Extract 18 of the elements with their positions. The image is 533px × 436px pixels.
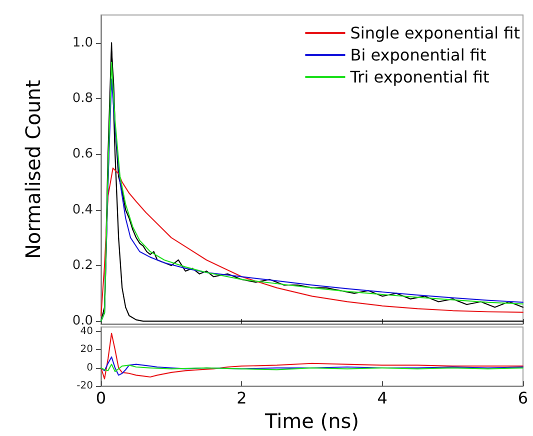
x-tick-label: 2 (236, 388, 247, 408)
y-tick-label: 40 (80, 326, 93, 338)
y-tick-label: 0.8 (72, 91, 93, 106)
y-axis-title: Normalised Count (21, 80, 45, 260)
legend-label: Single exponential fit (350, 24, 520, 42)
x-tick-label: 0 (96, 388, 106, 408)
y-tick-label: 0.6 (72, 146, 93, 162)
y-tick-label: 0 (86, 362, 93, 374)
x-axis-title: Time (ns) (264, 409, 360, 433)
y-tick-label: 20 (80, 344, 93, 356)
y-tick-label: 0.4 (72, 202, 93, 218)
legend-label: Bi exponential fit (350, 46, 486, 64)
y-tick-label: -20 (76, 380, 93, 392)
x-tick-label: 4 (377, 388, 388, 408)
x-tick-label: 6 (518, 388, 528, 408)
legend-label: Tri exponential fit (349, 68, 490, 86)
y-tick-label: 1.0 (72, 35, 93, 50)
y-tick-label: 0.2 (72, 258, 93, 274)
